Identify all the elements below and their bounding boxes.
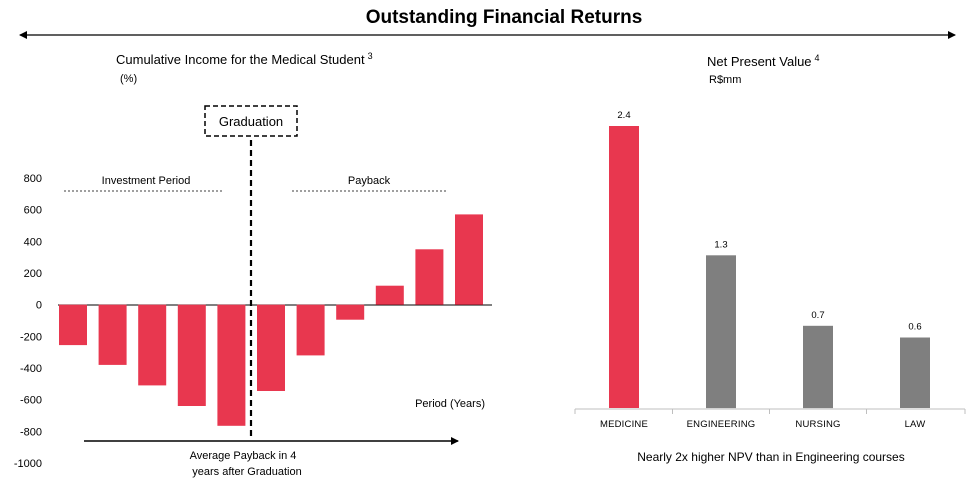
left-y-tick-label: -600 bbox=[20, 395, 42, 407]
left-chart-unit: (%) bbox=[120, 73, 137, 85]
payback-note-line-2: years after Graduation bbox=[192, 466, 301, 478]
investment-period-label: Investment Period bbox=[102, 175, 191, 187]
left-bars bbox=[59, 214, 483, 426]
npv-data-label: 1.3 bbox=[714, 239, 727, 250]
left-y-tick-label: -800 bbox=[20, 426, 42, 438]
payback-label: Payback bbox=[348, 175, 391, 187]
npv-data-label: 0.7 bbox=[811, 310, 824, 321]
npv-category-label: LAW bbox=[905, 419, 926, 430]
left-bar bbox=[336, 304, 365, 320]
left-x-axis-label: Period (Years) bbox=[415, 398, 485, 410]
right-chart-title: Net Present Value 4 bbox=[707, 53, 820, 69]
left-bar bbox=[98, 304, 127, 365]
left-bar bbox=[257, 304, 285, 391]
left-bar bbox=[138, 304, 167, 386]
left-bar bbox=[415, 249, 444, 305]
npv-bar-medicine bbox=[609, 126, 639, 408]
left-y-tick-label: 600 bbox=[24, 205, 42, 217]
left-bar bbox=[455, 214, 483, 305]
left-y-tick-label: 400 bbox=[24, 236, 42, 248]
left-y-tick-label: -200 bbox=[20, 331, 42, 343]
right-bars: 2.4 1.3 0.7 0.6 bbox=[609, 110, 930, 409]
left-y-tick-label: 800 bbox=[24, 173, 42, 185]
npv-category-label: NURSING bbox=[795, 419, 840, 430]
graduation-box bbox=[204, 105, 298, 137]
npv-data-label: 0.6 bbox=[908, 322, 921, 333]
npv-bar-law bbox=[900, 337, 930, 408]
left-bar bbox=[177, 304, 206, 406]
right-chart-title-sup: 4 bbox=[815, 53, 820, 63]
left-bar bbox=[296, 304, 325, 356]
left-y-axis-ticks: 800 600 400 200 0 -200 -400 -600 -800 -1000 bbox=[14, 173, 42, 470]
npv-category-label: ENGINEERING bbox=[687, 419, 756, 430]
npv-data-label: 2.4 bbox=[617, 110, 630, 121]
npv-footnote: Nearly 2x higher NPV than in Engineering… bbox=[637, 450, 904, 464]
left-y-tick-label: 200 bbox=[24, 268, 42, 280]
left-bar bbox=[217, 304, 246, 426]
payback-note-line-1: Average Payback in 4 bbox=[190, 450, 297, 462]
npv-category-label: MEDICINE bbox=[600, 419, 648, 430]
left-chart-title-sup: 3 bbox=[368, 51, 373, 61]
left-y-tick-label: -400 bbox=[20, 363, 42, 375]
left-bar bbox=[375, 285, 404, 305]
page-title: Outstanding Financial Returns bbox=[366, 7, 643, 28]
npv-bar-engineering bbox=[706, 255, 736, 409]
npv-bar-nursing bbox=[803, 325, 833, 409]
left-y-tick-label: 0 bbox=[36, 300, 42, 312]
right-category-labels: MEDICINE ENGINEERING NURSING LAW bbox=[574, 409, 966, 430]
graduation-label: Graduation bbox=[219, 114, 283, 129]
right-chart-unit: R$mm bbox=[709, 74, 741, 86]
left-chart-title: Cumulative Income for the Medical Studen… bbox=[116, 51, 373, 67]
left-bar bbox=[59, 304, 87, 346]
left-y-tick-label: -1000 bbox=[14, 458, 42, 470]
